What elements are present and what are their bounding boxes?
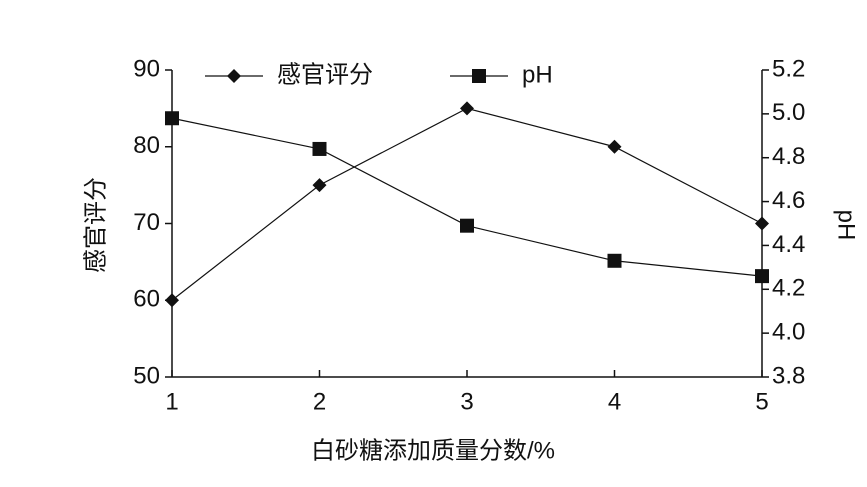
- marker: [460, 101, 474, 116]
- x-tick-label: 3: [460, 388, 473, 415]
- series-line: [171, 117, 763, 277]
- y2-tick-label: 3.8: [772, 362, 805, 389]
- marker: [165, 111, 179, 126]
- marker: [460, 218, 474, 233]
- y2-tick-label: 5.2: [772, 55, 805, 82]
- x-tick-label: 5: [755, 388, 768, 415]
- y-tick-label: 60: [133, 286, 160, 313]
- y2-tick-label: 4.0: [772, 318, 805, 345]
- legend-label: 感官评分: [277, 61, 373, 88]
- marker: [312, 141, 327, 156]
- x-tick-label: 4: [608, 388, 621, 415]
- marker: [607, 139, 622, 154]
- y2-tick-label: 4.6: [772, 187, 805, 214]
- y2-tick-label: 4.4: [772, 231, 805, 258]
- y-axis-title: 感官评分: [82, 177, 109, 273]
- y-tick-label: 70: [133, 209, 160, 236]
- y-tick-label: 80: [133, 132, 160, 159]
- y2-tick-label: 5.0: [772, 99, 805, 126]
- y-tick-label: 90: [133, 55, 160, 82]
- marker: [472, 69, 486, 83]
- marker: [607, 253, 622, 268]
- marker: [227, 69, 241, 83]
- marker: [755, 269, 769, 284]
- y-tick-label: 50: [133, 362, 160, 389]
- marker: [165, 293, 179, 308]
- y2-tick-label: 4.2: [772, 275, 805, 302]
- x-tick-label: 2: [313, 388, 326, 415]
- x-axis-title: 白砂糖添加质量分数/%: [311, 437, 555, 464]
- x-tick-label: 1: [165, 388, 178, 415]
- y2-axis-title: pH: [833, 210, 860, 241]
- marker: [312, 178, 327, 193]
- marker: [755, 216, 769, 231]
- y2-tick-label: 4.8: [772, 143, 805, 170]
- legend-label: pH: [522, 61, 553, 88]
